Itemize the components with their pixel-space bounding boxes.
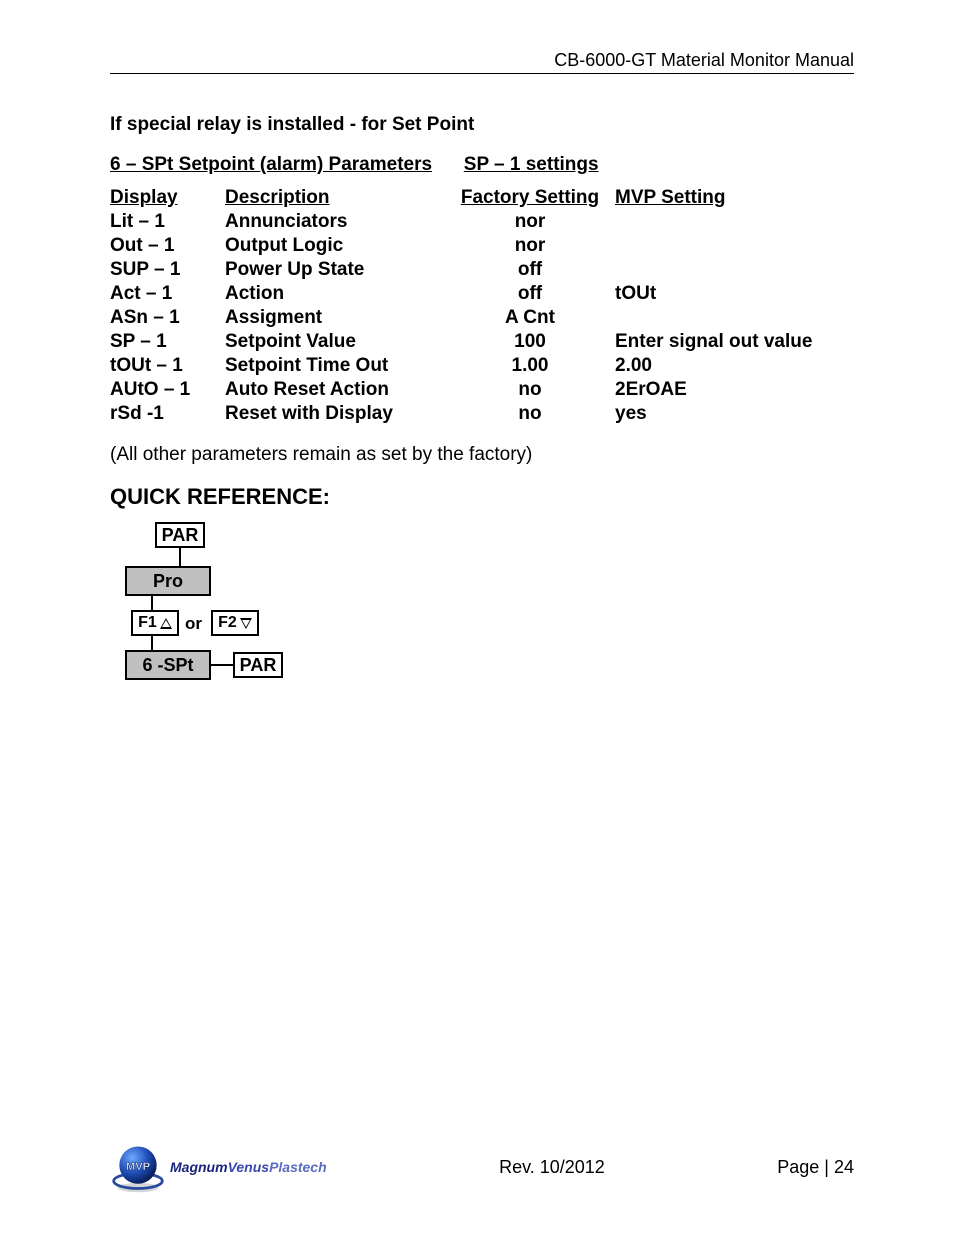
table-row: SUP – 1 Power Up State off — [110, 258, 854, 282]
table-row: Act – 1 Action off tOUt — [110, 282, 854, 306]
col-mvp-header: MVP Setting — [615, 186, 854, 210]
quick-reference-title: QUICK REFERENCE: — [110, 484, 854, 510]
footer-logo: MVP MagnumVenusPlastech — [110, 1139, 327, 1195]
factory-note: (All other parameters remain as set by t… — [110, 444, 854, 466]
cell-mvp: yes — [615, 402, 854, 426]
cell-desc: Annunciators — [225, 210, 445, 234]
cell-mvp — [615, 306, 854, 330]
page-header: CB-6000-GT Material Monitor Manual — [110, 50, 854, 74]
cell-display: Act – 1 — [110, 282, 225, 306]
diagram-f1-label: F1 — [138, 614, 157, 632]
cell-mvp — [615, 210, 854, 234]
cell-display: tOUt – 1 — [110, 354, 225, 378]
col-display-header: Display — [110, 186, 225, 210]
cell-desc: Reset with Display — [225, 402, 445, 426]
diagram-line — [211, 664, 233, 666]
cell-mvp — [615, 258, 854, 282]
cell-desc: Assigment — [225, 306, 445, 330]
diagram-par-right-label: PAR — [240, 655, 277, 676]
cell-display: SUP – 1 — [110, 258, 225, 282]
cell-factory: off — [445, 282, 615, 306]
brand1: Magnum — [170, 1159, 228, 1175]
header-title: CB-6000-GT Material Monitor Manual — [554, 50, 854, 70]
diagram-f1-box: F1 — [131, 610, 179, 636]
brand3: Plastech — [269, 1159, 327, 1175]
cell-factory: off — [445, 258, 615, 282]
param-header-left: 6 – SPt Setpoint (alarm) Parameters — [110, 154, 432, 175]
diagram-or-label: or — [185, 614, 202, 634]
diagram-line — [151, 596, 153, 610]
param-header: 6 – SPt Setpoint (alarm) Parameters SP –… — [110, 154, 854, 176]
cell-display: SP – 1 — [110, 330, 225, 354]
cell-desc: Setpoint Value — [225, 330, 445, 354]
footer-brand-text: MagnumVenusPlastech — [170, 1159, 327, 1175]
diagram-spt-label: 6 -SPt — [142, 655, 193, 676]
cell-factory: no — [445, 402, 615, 426]
table-row: AUtO – 1 Auto Reset Action no 2ErOAE — [110, 378, 854, 402]
cell-factory: 100 — [445, 330, 615, 354]
page-footer: MVP MagnumVenusPlastech Rev. 10/2012 Pag… — [110, 1139, 854, 1195]
cell-display: ASn – 1 — [110, 306, 225, 330]
cell-mvp: 2.00 — [615, 354, 854, 378]
cell-factory: A Cnt — [445, 306, 615, 330]
diagram-par-top-box: PAR — [155, 522, 205, 548]
table-row: SP – 1 Setpoint Value 100 Enter signal o… — [110, 330, 854, 354]
cell-display: AUtO – 1 — [110, 378, 225, 402]
cell-mvp: 2ErOAE — [615, 378, 854, 402]
table-row: ASn – 1 Assigment A Cnt — [110, 306, 854, 330]
diagram-f2-box: F2 — [211, 610, 259, 636]
diagram-par-right-box: PAR — [233, 652, 283, 678]
table-header-row: Display Description Factory Setting MVP … — [110, 186, 854, 210]
cell-factory: no — [445, 378, 615, 402]
footer-revision: Rev. 10/2012 — [327, 1157, 778, 1178]
mvp-globe-icon: MVP — [110, 1139, 166, 1195]
page: CB-6000-GT Material Monitor Manual If sp… — [0, 0, 954, 1235]
cell-factory: nor — [445, 210, 615, 234]
diagram-spt-box: 6 -SPt — [125, 650, 211, 680]
param-header-right: SP – 1 settings — [464, 154, 599, 175]
diagram-par-top-label: PAR — [162, 525, 199, 546]
svg-text:MVP: MVP — [126, 1161, 151, 1173]
cell-display: Lit – 1 — [110, 210, 225, 234]
cell-mvp — [615, 234, 854, 258]
table-row: Out – 1 Output Logic nor — [110, 234, 854, 258]
diagram-pro-label: Pro — [153, 571, 183, 592]
cell-desc: Power Up State — [225, 258, 445, 282]
cell-desc: Auto Reset Action — [225, 378, 445, 402]
diagram-line — [151, 636, 153, 650]
cell-display: rSd -1 — [110, 402, 225, 426]
triangle-down-icon — [240, 618, 252, 629]
footer-page-number: Page | 24 — [777, 1157, 854, 1178]
triangle-up-icon — [160, 618, 172, 629]
section-title: If special relay is installed - for Set … — [110, 114, 854, 136]
cell-factory: 1.00 — [445, 354, 615, 378]
cell-desc: Setpoint Time Out — [225, 354, 445, 378]
table-row: Lit – 1 Annunciators nor — [110, 210, 854, 234]
brand2: Venus — [228, 1159, 270, 1175]
cell-desc: Action — [225, 282, 445, 306]
cell-display: Out – 1 — [110, 234, 225, 258]
diagram-pro-box: Pro — [125, 566, 211, 596]
quick-reference-diagram: PAR Pro F1 or F2 6 -SPt PAR — [125, 522, 325, 692]
col-factory-header: Factory Setting — [445, 186, 615, 210]
cell-mvp: tOUt — [615, 282, 854, 306]
table-row: rSd -1 Reset with Display no yes — [110, 402, 854, 426]
cell-desc: Output Logic — [225, 234, 445, 258]
diagram-line — [179, 548, 181, 566]
cell-factory: nor — [445, 234, 615, 258]
diagram-f2-label: F2 — [218, 614, 237, 632]
table-row: tOUt – 1 Setpoint Time Out 1.00 2.00 — [110, 354, 854, 378]
col-description-header: Description — [225, 186, 445, 210]
parameter-table: Display Description Factory Setting MVP … — [110, 186, 854, 426]
cell-mvp: Enter signal out value — [615, 330, 854, 354]
